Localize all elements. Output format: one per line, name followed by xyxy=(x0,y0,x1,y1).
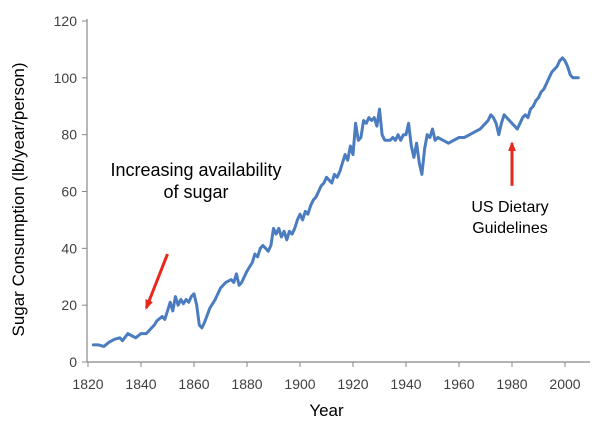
annotation-text: US Dietary xyxy=(471,199,548,216)
annotation-text: of sugar xyxy=(163,182,228,202)
series-layer xyxy=(91,56,580,348)
x-tick-label: 1900 xyxy=(284,376,315,392)
y-tick-label: 120 xyxy=(54,13,78,29)
x-tick-label: 2000 xyxy=(549,376,580,392)
y-tick-label: 60 xyxy=(61,184,77,200)
y-tick-label: 40 xyxy=(61,240,77,256)
x-tick-label: 1920 xyxy=(337,376,368,392)
annotation-arrow xyxy=(144,253,169,310)
x-tick-label: 1880 xyxy=(231,376,262,392)
x-tick-label: 1840 xyxy=(125,376,156,392)
x-tick-label: 1980 xyxy=(496,376,527,392)
x-axis-title: Year xyxy=(309,401,344,420)
x-tick-label: 1820 xyxy=(72,376,103,392)
y-axis-ticks: 0 20 40 60 80 100 120 xyxy=(54,13,87,370)
series-line xyxy=(91,56,580,348)
annotation-text: Increasing availability xyxy=(110,160,281,180)
y-tick-label: 80 xyxy=(61,127,77,143)
y-tick-label: 0 xyxy=(69,354,77,370)
x-tick-label: 1860 xyxy=(178,376,209,392)
x-tick-label: 1960 xyxy=(443,376,474,392)
x-axis-ticks: 1820 1840 1860 1880 1900 1920 1940 1960 1980 2000 xyxy=(72,362,581,392)
y-tick-label: 20 xyxy=(61,297,77,313)
y-tick-label: 100 xyxy=(54,70,78,86)
y-axis-title: Sugar Consumption (lb/year/person) xyxy=(9,62,28,336)
x-tick-label: 1940 xyxy=(390,376,421,392)
annotation-text: Guidelines xyxy=(472,220,548,237)
